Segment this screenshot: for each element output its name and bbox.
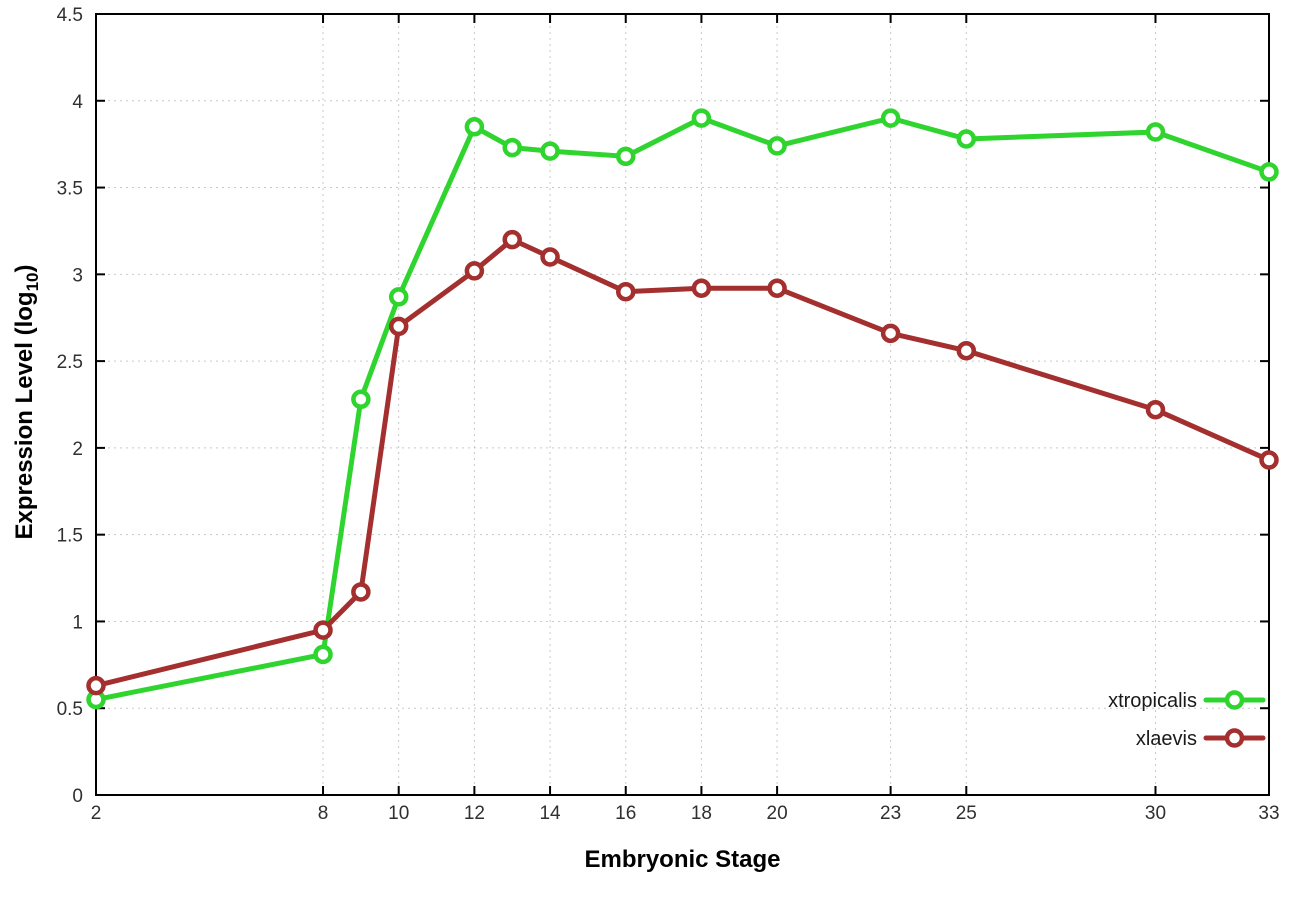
legend-marker-xlaevis (1224, 728, 1245, 748)
x-axis-title: Embryonic Stage (584, 846, 781, 873)
series-marker-xlaevis (956, 340, 977, 361)
legend-label-xlaevis: xlaevis (1136, 728, 1197, 750)
series-marker-xlaevis (540, 247, 560, 267)
y-tick-label: 3 (72, 265, 83, 286)
y-tick-label: 3.5 (57, 179, 83, 200)
series-marker-xlaevis (502, 229, 522, 250)
series-marker-xtropicalis (1145, 122, 1166, 142)
series-marker-xtropicalis (464, 117, 485, 137)
y-tick-label: 1 (72, 612, 83, 633)
legend-marker-xtropicalis (1224, 690, 1245, 710)
series-marker-xlaevis (464, 261, 485, 281)
y-tick-label: 1.5 (57, 526, 83, 547)
x-tick-label: 16 (615, 803, 636, 824)
x-tick-label: 10 (388, 803, 409, 824)
series-marker-xtropicalis (540, 141, 560, 161)
x-tick-label: 2 (91, 803, 102, 824)
y-tick-label: 4 (72, 92, 83, 113)
plot-border (95, 13, 1270, 796)
x-tick-label: 18 (691, 803, 712, 824)
series-marker-xlaevis (615, 281, 636, 302)
y-tick-label: 0.5 (57, 699, 83, 720)
y-tick-label: 0 (72, 786, 83, 807)
y-axis-title-text: Expression Level (log (11, 291, 39, 540)
x-tick-label: 20 (767, 803, 788, 824)
series-marker-xtropicalis (1259, 162, 1279, 182)
y-tick-label: 4.5 (57, 5, 83, 26)
series-marker-xtropicalis (502, 137, 522, 158)
series-marker-xlaevis (1259, 450, 1279, 470)
series-marker-xlaevis (767, 278, 787, 298)
series-marker-xlaevis (880, 323, 901, 344)
series-marker-xlaevis (313, 620, 333, 640)
legend-label-xtropicalis: xtropicalis (1108, 690, 1197, 712)
y-axis-title: Expression Level (log10) (11, 265, 43, 540)
series-marker-xlaevis (691, 278, 712, 298)
y-tick-label: 2 (72, 439, 83, 460)
series-marker-xtropicalis (388, 287, 409, 307)
x-tick-label: 30 (1145, 803, 1166, 824)
x-tick-label: 14 (539, 803, 561, 824)
series-marker-xlaevis (86, 675, 106, 696)
series-marker-xtropicalis (313, 644, 333, 665)
x-tick-label: 23 (880, 803, 901, 824)
y-tick-label: 2.5 (57, 352, 83, 373)
series-marker-xtropicalis (691, 108, 712, 128)
series-marker-xtropicalis (615, 146, 636, 167)
y-axis-title-close: ) (11, 264, 39, 273)
series-marker-xtropicalis (956, 129, 977, 149)
x-tick-label: 12 (464, 803, 485, 824)
x-tick-label: 25 (956, 803, 977, 824)
series-marker-xtropicalis (351, 389, 371, 410)
series-marker-xlaevis (351, 582, 371, 602)
y-axis-title-subscript: 10 (22, 272, 42, 292)
series-line-xtropicalis (93, 115, 1272, 703)
series-marker-xlaevis (388, 316, 409, 337)
series-marker-xtropicalis (767, 136, 787, 156)
x-tick-label: 8 (318, 803, 329, 824)
series-line-xlaevis (93, 237, 1272, 689)
series-marker-xtropicalis (880, 108, 901, 128)
x-tick-label: 33 (1258, 803, 1279, 824)
series-marker-xlaevis (1145, 399, 1166, 420)
